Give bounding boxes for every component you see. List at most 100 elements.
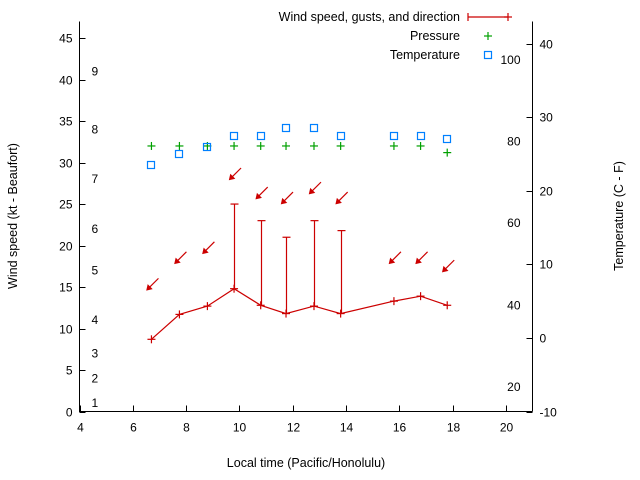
beaufort-label: 1 — [92, 396, 99, 410]
fahrenheit-label: 80 — [507, 134, 521, 148]
legend-label-pressure: Pressure — [410, 29, 460, 43]
fahrenheit-label: 40 — [507, 299, 521, 313]
wind-speed-marker — [147, 335, 156, 344]
pressure-marker — [443, 148, 452, 157]
pressure-marker — [256, 141, 265, 150]
wind-direction-arrow — [388, 251, 402, 265]
y2-tick-label: 30 — [540, 111, 554, 125]
beaufort-label: 9 — [92, 64, 99, 78]
y2-tick-label: 20 — [540, 185, 554, 199]
temperature-marker — [336, 131, 346, 141]
wind-speed-line — [151, 287, 448, 340]
wind-speed-marker — [256, 301, 265, 310]
chart-legend — [467, 13, 512, 60]
beaufort-label: 6 — [92, 222, 99, 236]
wind-speed-marker — [416, 292, 425, 301]
temperature-marker — [146, 160, 156, 170]
temperature-marker — [442, 134, 452, 144]
y2-tick-label: 40 — [540, 38, 554, 52]
wind-direction-arrow — [280, 191, 294, 205]
y2-tick-label: -10 — [540, 406, 558, 420]
wind-speed-marker — [175, 310, 184, 319]
pressure-marker — [282, 141, 291, 150]
legend-key-wind — [467, 13, 512, 21]
y2-tick-label: 10 — [540, 258, 554, 272]
y-tick-label: 10 — [59, 323, 73, 337]
fahrenheit-label: 60 — [507, 216, 521, 230]
y-tick-label: 30 — [59, 157, 73, 171]
wind-speed-marker — [230, 284, 239, 293]
wind-direction-arrow — [174, 251, 187, 265]
beaufort-label: 7 — [92, 172, 99, 186]
wind-speed-marker — [443, 301, 452, 310]
y-tick-label: 45 — [59, 32, 73, 46]
y-tick-label: 5 — [66, 364, 73, 378]
beaufort-label: 4 — [92, 313, 99, 327]
pressure-marker — [230, 141, 239, 150]
wind-direction-arrow — [308, 181, 322, 195]
wind-direction-arrow — [335, 191, 349, 205]
fahrenheit-label: 100 — [500, 53, 520, 67]
y-axis-title: Wind speed (kt - Beaufort) — [6, 143, 20, 289]
wind-direction-arrows-layer — [146, 167, 455, 291]
legend-label-wind: Wind speed, gusts, and direction — [279, 10, 460, 24]
temperature-marker — [202, 142, 212, 152]
wind-direction-arrow — [255, 186, 269, 200]
temperature-markers-layer — [146, 123, 452, 170]
legend-label-temperature: Temperature — [390, 48, 460, 62]
x-tick-label: 18 — [447, 421, 461, 435]
wind-direction-arrow — [202, 241, 215, 255]
y-tick-label: 35 — [59, 115, 73, 129]
plot-frame — [79, 21, 533, 412]
beaufort-label: 3 — [92, 346, 99, 360]
x-tick-label: 12 — [287, 421, 301, 435]
axis-ticks — [79, 38, 533, 413]
wind-speed-line-layer — [147, 284, 452, 344]
temperature-marker — [309, 123, 319, 133]
x-axis-title: Local time (Pacific/Honolulu) — [227, 456, 385, 470]
temperature-marker — [256, 131, 266, 141]
wind-speed-marker — [389, 297, 398, 306]
wind-speed-marker — [282, 309, 291, 318]
pressure-marker — [416, 141, 425, 150]
wind-direction-arrow — [415, 251, 429, 265]
beaufort-label: 5 — [92, 263, 99, 277]
temperature-marker — [174, 149, 184, 159]
wind-direction-arrow — [228, 167, 242, 181]
legend-key-temperature — [483, 50, 493, 60]
temperature-marker — [229, 131, 239, 141]
wind-direction-arrow — [146, 277, 159, 291]
x-tick-label: 6 — [130, 421, 137, 435]
gust-bars-layer — [230, 203, 346, 314]
wind-direction-arrow — [441, 259, 455, 273]
y-tick-label: 25 — [59, 198, 73, 212]
pressure-marker — [175, 141, 184, 150]
pressure-marker — [147, 141, 156, 150]
temperature-marker — [389, 131, 399, 141]
legend-key-pressure — [484, 32, 492, 40]
x-tick-label: 4 — [77, 421, 84, 435]
beaufort-label: 2 — [92, 371, 99, 385]
x-tick-label: 14 — [340, 421, 354, 435]
y-tick-label: 0 — [66, 406, 73, 420]
beaufort-label: 8 — [92, 122, 99, 136]
wind-speed-marker — [203, 302, 212, 311]
y-tick-label: 20 — [59, 240, 73, 254]
wind-speed-marker — [309, 302, 318, 311]
x-tick-label: 20 — [500, 421, 514, 435]
x-tick-label: 10 — [233, 421, 247, 435]
temperature-marker — [281, 123, 291, 133]
y2-axis-title: Temperature (C - F) — [612, 161, 626, 271]
y-tick-label: 40 — [59, 74, 73, 88]
pressure-marker — [389, 141, 398, 150]
x-tick-label: 16 — [393, 421, 407, 435]
temperature-marker — [416, 131, 426, 141]
pressure-markers-layer — [147, 141, 452, 157]
y-tick-label: 15 — [59, 281, 73, 295]
y2-tick-label: 0 — [540, 332, 547, 346]
wind-speed-marker — [336, 309, 345, 318]
pressure-marker — [336, 141, 345, 150]
